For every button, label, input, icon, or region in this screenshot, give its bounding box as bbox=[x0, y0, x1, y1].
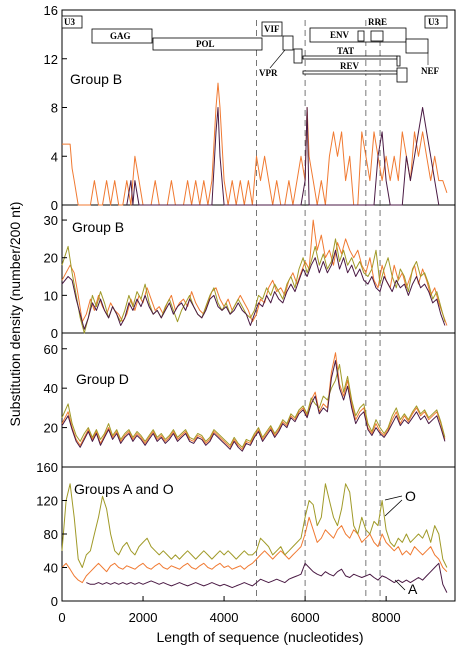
gene-rre-a-box bbox=[357, 30, 365, 42]
panel-1-purple-line bbox=[126, 107, 440, 206]
panel-3-ytick-label: 20 bbox=[44, 421, 58, 436]
gene-nef-box bbox=[405, 38, 429, 54]
gene-map: U3 GAG POL VIF VPR ENV RRE TAT REV NEF U3 bbox=[61, 15, 448, 83]
panel-3-purple-line bbox=[61, 360, 446, 452]
panel-2-ytick-label: 10 bbox=[44, 288, 58, 303]
y-axis-label: Substitution density (number/200 nt) bbox=[7, 202, 23, 427]
x-axis-label: Length of sequence (nucleotides) bbox=[156, 629, 363, 645]
panel-title-1: Group B bbox=[70, 71, 122, 87]
callout-o: O bbox=[405, 488, 416, 504]
xtick-label: 2000 bbox=[129, 610, 158, 625]
panel-4-ytick-label: 0 bbox=[51, 594, 58, 609]
callout-arrows bbox=[384, 495, 406, 591]
gene-u3-right-box bbox=[424, 15, 448, 29]
panel-3-ytick-label: 60 bbox=[44, 342, 58, 357]
panel-1-ytick-label: 0 bbox=[51, 198, 58, 213]
series-layer bbox=[61, 82, 448, 593]
xtick-label: 0 bbox=[58, 610, 65, 625]
gene-tat-exon-box bbox=[396, 55, 401, 67]
gene-pol-box bbox=[152, 37, 263, 51]
panel-2-purple-line bbox=[61, 249, 446, 330]
panel-1-orange-line bbox=[62, 82, 448, 206]
gene-vif-label: VIF bbox=[264, 24, 280, 34]
gene-rre-b-box bbox=[370, 30, 384, 42]
panel-4-ytick-label: 120 bbox=[36, 494, 58, 509]
panel-4-purple-line bbox=[86, 562, 448, 593]
gene-u3-left-box bbox=[61, 15, 83, 29]
panel-4-orange-line bbox=[61, 516, 448, 584]
panel-3-olive-line bbox=[61, 364, 446, 448]
gene-vpr-leader bbox=[269, 49, 286, 69]
panel-title-3: Group D bbox=[76, 371, 129, 387]
panel-4-ytick-label: 40 bbox=[44, 561, 58, 576]
panel-3-orange-line bbox=[61, 352, 446, 450]
panel-1-ytick-label: 4 bbox=[51, 149, 58, 164]
panel-2-ytick-label: 0 bbox=[51, 326, 58, 341]
gene-rev-exon-box bbox=[396, 67, 408, 83]
gene-nef-label: NEF bbox=[421, 66, 440, 76]
callout-a-arrow bbox=[394, 579, 406, 591]
gene-vpr-extra-box bbox=[293, 48, 303, 64]
xtick-label: 4000 bbox=[210, 610, 239, 625]
gene-tat-box bbox=[302, 55, 398, 60]
gene-pol-label: POL bbox=[196, 39, 215, 49]
panel-1-ytick-label: 8 bbox=[51, 101, 58, 116]
gene-vpr-label: VPR bbox=[259, 68, 278, 78]
gene-vif-box bbox=[261, 21, 283, 37]
gene-rev-label: REV bbox=[340, 61, 360, 71]
gene-env-label: ENV bbox=[330, 30, 350, 40]
panel-frame-3 bbox=[61, 332, 456, 468]
gene-tat-label: TAT bbox=[337, 46, 354, 56]
gene-rre-label: RRE bbox=[368, 17, 387, 27]
panel-2-ytick-label: 30 bbox=[44, 213, 58, 228]
callout-o-arrow-1 bbox=[384, 495, 403, 501]
gene-gag-box bbox=[91, 28, 153, 44]
panel-2-ytick-label: 20 bbox=[44, 251, 58, 266]
gene-vpr-box bbox=[282, 35, 294, 51]
gene-rev-box bbox=[302, 70, 398, 75]
panel-title-4: Groups A and O bbox=[74, 481, 174, 497]
xtick-label: 6000 bbox=[291, 610, 320, 625]
panel-4-olive-line bbox=[61, 483, 448, 568]
panel-3-ytick-label: 40 bbox=[44, 381, 58, 396]
gene-u3-left-label: U3 bbox=[64, 17, 75, 27]
region-boundaries bbox=[256, 20, 381, 601]
gene-u3-right-label: U3 bbox=[428, 17, 439, 27]
panel-2-olive-line bbox=[61, 238, 446, 334]
panel-4-ytick-label: 80 bbox=[44, 527, 58, 542]
gene-gag-label: GAG bbox=[110, 31, 131, 41]
panel-4-ytick-label: 160 bbox=[36, 460, 58, 475]
panel-1-ytick-label: 16 bbox=[44, 3, 58, 18]
xtick-label: 8000 bbox=[372, 610, 401, 625]
callout-a: A bbox=[408, 581, 418, 597]
panel-title-2: Group B bbox=[72, 219, 124, 235]
panel-1-ytick-label: 12 bbox=[44, 52, 58, 67]
callout-o-arrow-2 bbox=[384, 499, 403, 517]
